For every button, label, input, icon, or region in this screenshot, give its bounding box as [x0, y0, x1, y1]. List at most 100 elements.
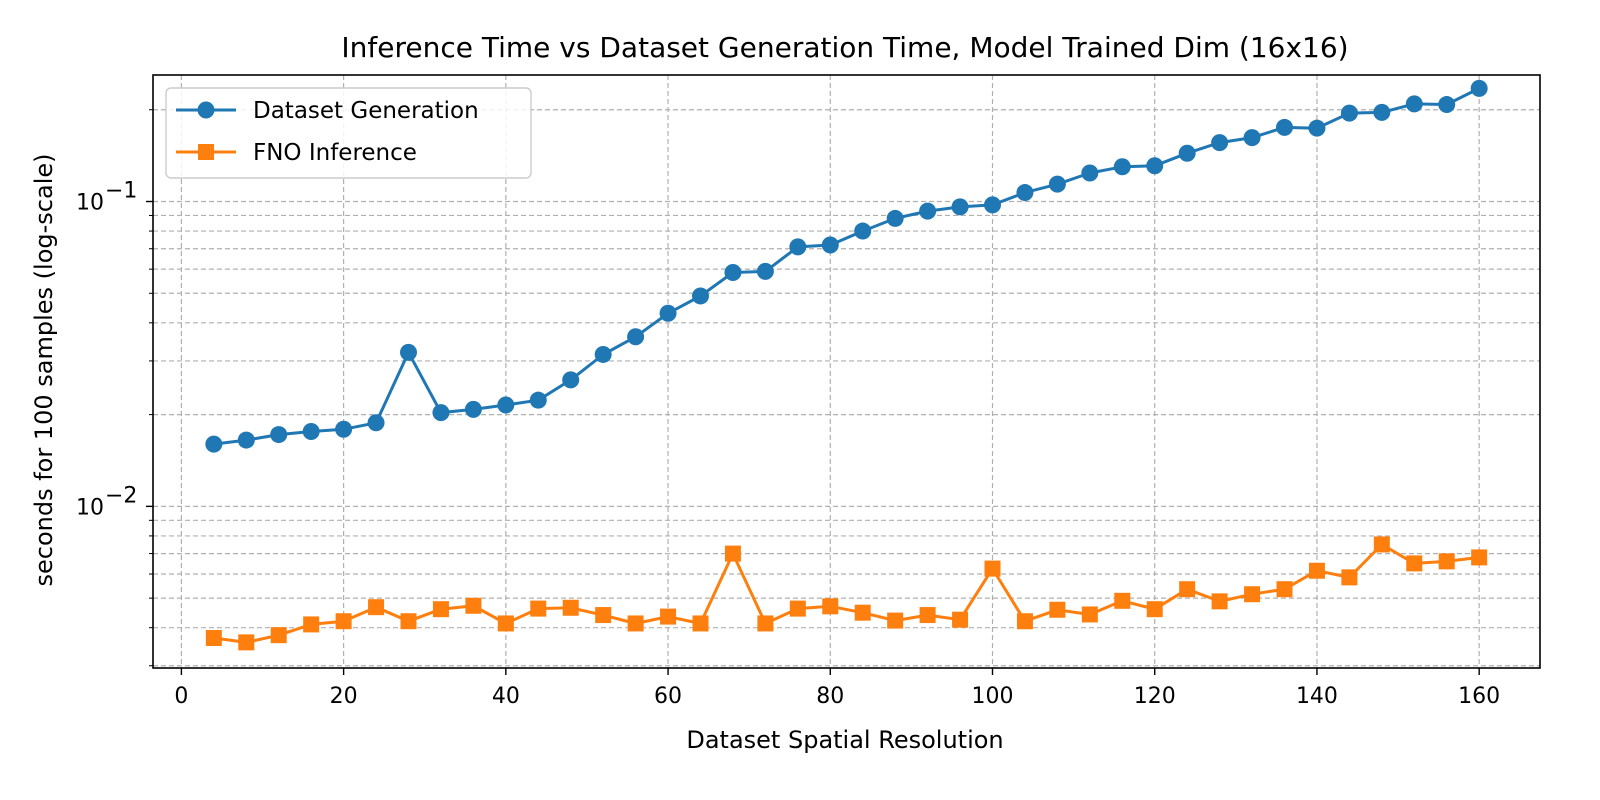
x-tick-label: 80: [816, 684, 844, 709]
dataset-generation-point: [1276, 118, 1293, 136]
fno-inference-point: [1308, 562, 1325, 579]
fno-inference-point: [1081, 606, 1098, 623]
x-tick-label: 40: [492, 684, 520, 709]
dataset-generation-point: [1470, 79, 1488, 97]
fno-inference-point: [530, 600, 547, 617]
fno-inference-point: [627, 615, 644, 632]
x-tick-label: 160: [1458, 684, 1500, 709]
fno-inference-point: [1114, 592, 1131, 609]
fno-inference-point: [854, 604, 871, 621]
legend-marker: [197, 101, 215, 119]
fno-inference-point: [1438, 553, 1455, 570]
x-tick-label: 20: [330, 684, 358, 709]
y-axis-ticks: 10−210−1: [76, 109, 153, 667]
fno-inference-point: [1341, 569, 1358, 586]
dataset-generation-point: [692, 287, 709, 305]
dataset-generation-point: [594, 345, 612, 363]
dataset-generation-series: [205, 79, 1488, 453]
fno-inference-point: [400, 613, 417, 630]
dataset-generation-point: [1081, 164, 1099, 182]
fno-inference-point: [1471, 549, 1488, 566]
dataset-generation-point: [1113, 158, 1131, 176]
dataset-generation-point: [659, 304, 677, 322]
dataset-generation-point: [1146, 157, 1164, 175]
dataset-generation-point: [984, 196, 1001, 214]
dataset-generation-point: [1016, 184, 1034, 202]
x-tick-label: 60: [654, 684, 682, 709]
x-tick-label: 140: [1296, 684, 1338, 709]
fno-inference-point: [757, 615, 774, 632]
dataset-generation-point: [886, 209, 904, 227]
x-axis-ticks: 0 20 40 60 80 100 120 140 160: [174, 668, 1500, 709]
fno-inference-point: [660, 608, 677, 625]
y-tick-label-exponent: −2: [105, 483, 137, 508]
fno-inference-point: [984, 560, 1001, 577]
fno-inference-point: [238, 634, 255, 651]
legend-item-dataset-generation: Dataset Generation: [176, 98, 479, 124]
fno-inference-point: [465, 597, 482, 614]
dataset-generation-point: [1405, 95, 1423, 113]
fno-inference-point: [1179, 581, 1196, 598]
x-axis-label: Dataset Spatial Resolution: [686, 726, 1003, 754]
x-tick-label: 0: [174, 684, 188, 709]
dataset-generation-point: [270, 426, 288, 444]
dataset-generation-point: [1340, 104, 1358, 122]
legend-item-fno-inference: FNO Inference: [176, 140, 417, 166]
fno-inference-point: [1146, 601, 1163, 618]
series-layer: [205, 79, 1488, 651]
dataset-generation-line: [213, 87, 1480, 446]
dataset-generation-point: [1178, 144, 1196, 162]
plot-frame: [152, 74, 1541, 669]
fno-inference-point: [1049, 601, 1066, 618]
y-tick-label: 10 −2: [76, 483, 137, 520]
dataset-generation-point: [237, 431, 255, 449]
fno-inference-point: [562, 599, 579, 616]
dataset-generation-point: [529, 391, 547, 409]
legend-marker: [198, 144, 214, 160]
dataset-generation-point: [367, 414, 385, 432]
y-tick-label-exponent: −1: [105, 179, 137, 204]
fno-inference-line: [213, 543, 1480, 644]
fno-inference-point: [887, 612, 904, 629]
dataset-generation-point: [919, 202, 937, 220]
dataset-generation-point: [302, 423, 320, 441]
fno-inference-point: [1406, 555, 1423, 572]
y-tick-label-base: 10: [76, 495, 104, 520]
dataset-generation-point: [1243, 129, 1261, 147]
fno-inference-point: [595, 607, 612, 624]
fno-inference-series: [205, 536, 1488, 651]
fno-inference-point: [205, 630, 222, 647]
fno-inference-point: [303, 616, 320, 633]
fno-inference-point: [368, 599, 385, 616]
fno-inference-point: [1244, 586, 1261, 603]
dataset-generation-point: [1048, 175, 1066, 193]
fno-inference-point: [724, 545, 741, 562]
fno-inference-point: [789, 600, 806, 617]
legend-label: Dataset Generation: [253, 98, 479, 124]
fno-inference-point: [692, 615, 709, 632]
dataset-generation-point: [854, 222, 872, 240]
fno-inference-point: [919, 607, 936, 624]
fno-inference-point: [497, 615, 514, 632]
x-tick-label: 120: [1134, 684, 1176, 709]
y-tick-label-base: 10: [76, 191, 104, 216]
y-axis-label: seconds for 100 samples (log-scale): [30, 154, 58, 587]
fno-inference-point: [432, 601, 449, 618]
dataset-generation-point: [627, 328, 645, 346]
dataset-generation-point: [951, 198, 969, 216]
fno-inference-point: [1276, 581, 1293, 598]
dataset-generation-point: [724, 263, 742, 281]
x-tick-label: 100: [972, 684, 1014, 709]
dataset-generation-point: [205, 435, 223, 453]
dataset-generation-point: [789, 238, 807, 256]
chart-title: Inference Time vs Dataset Generation Tim…: [341, 31, 1348, 64]
dataset-generation-point: [497, 396, 515, 414]
legend-label: FNO Inference: [253, 140, 417, 166]
dataset-generation-point: [562, 371, 580, 389]
legend-box: [165, 87, 532, 179]
fno-inference-point: [822, 598, 839, 615]
dataset-generation-point: [1373, 103, 1391, 121]
fno-inference-point: [335, 613, 352, 630]
dataset-generation-point: [432, 404, 450, 422]
fno-inference-point: [270, 627, 287, 644]
